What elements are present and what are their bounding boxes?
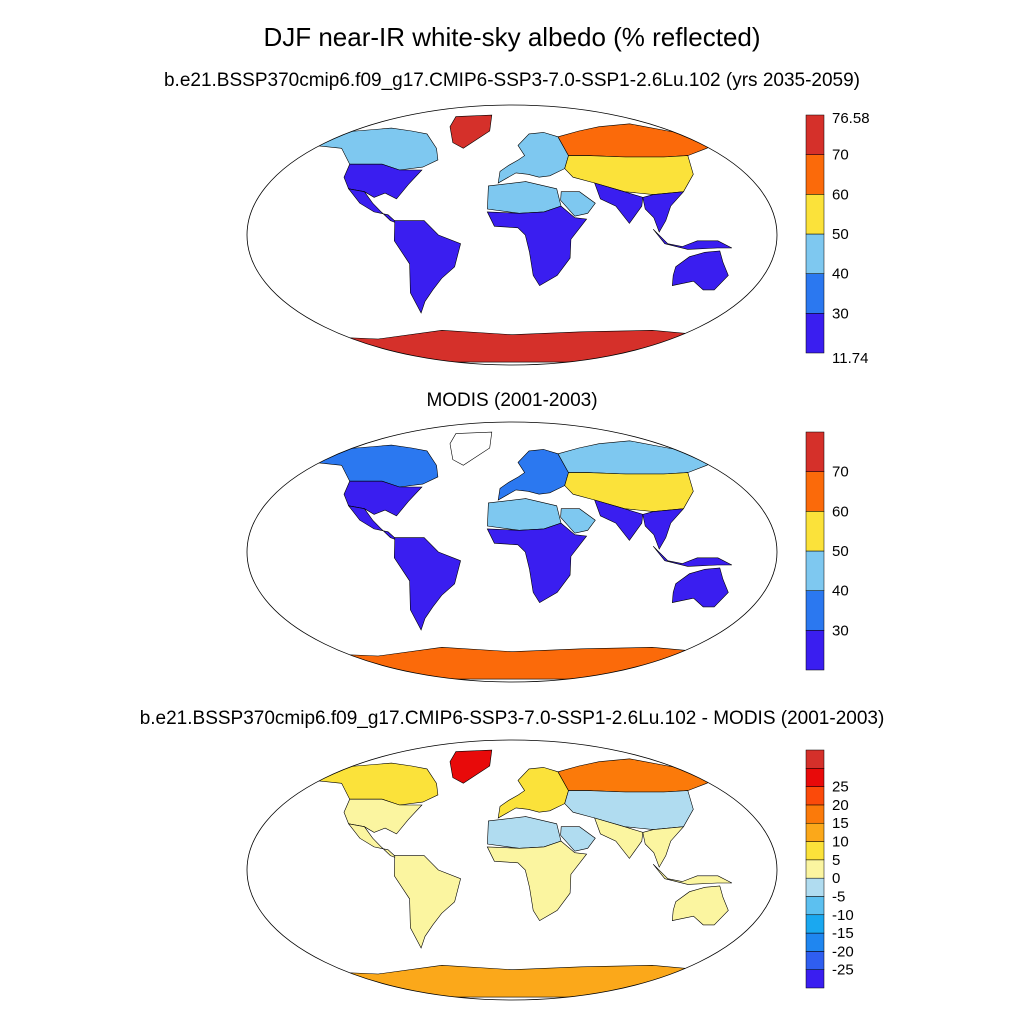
colorbar-swatch: [805, 431, 825, 472]
colorbar-swatch: [805, 233, 825, 274]
colorbar-label: 11.74: [832, 350, 868, 367]
region-greenland: [449, 749, 493, 784]
colorbar-swatch: [805, 914, 825, 934]
colorbar-swatch: [805, 511, 825, 552]
panel-3-title: b.e21.BSSP370cmip6.f09_g17.CMIP6-SSP3-7.…: [139, 708, 885, 729]
colorbar-label: 25: [832, 779, 849, 796]
colorbar-label: 40: [832, 266, 849, 283]
colorbar-swatch: [805, 154, 825, 195]
region-eastern-us: [343, 163, 423, 200]
colorbar-swatch: [805, 951, 825, 970]
region-central-africa: [486, 840, 588, 922]
region-canada: [313, 444, 439, 488]
colorbar-label: -10: [832, 907, 854, 924]
colorbar-swatch: [805, 877, 825, 897]
map-frame: [246, 104, 778, 366]
region-australia: [671, 885, 729, 926]
region-central-america: [347, 823, 398, 859]
region-antarctica: [307, 964, 717, 998]
colorbar-swatch: [805, 194, 825, 235]
colorbar-label: 15: [832, 815, 849, 832]
colorbar-label: 70: [832, 464, 849, 481]
colorbar-swatch: [805, 114, 825, 155]
colorbar-swatch: [805, 859, 825, 879]
region-south-america: [393, 537, 461, 631]
colorbar-label: 60: [832, 503, 849, 520]
colorbar-swatch: [805, 471, 825, 512]
region-greenland: [449, 114, 493, 149]
colorbar-label: 10: [832, 834, 849, 851]
region-antarctica: [307, 646, 717, 680]
colorbar-swatch: [805, 786, 825, 806]
region-indonesia: [652, 545, 733, 567]
region-europe: [497, 132, 569, 184]
colorbar-label: -20: [832, 943, 854, 960]
region-india: [594, 817, 644, 859]
colorbar-label: 40: [832, 583, 849, 600]
region-central-america: [347, 505, 398, 541]
map-panel-1: 11.74 30 40 50 60 70 76.58: [246, 104, 870, 367]
colorbar-label: 76.58: [832, 110, 870, 127]
colorbar-label: 5: [832, 852, 840, 869]
colorbar-label: 20: [832, 797, 849, 814]
colorbar-label: 30: [832, 305, 849, 322]
region-europe: [497, 767, 569, 819]
region-central-america: [347, 188, 398, 224]
colorbar-swatch: [805, 969, 825, 989]
panel-2-title: MODIS (2001-2003): [426, 390, 598, 411]
colorbar-label: -5: [832, 888, 845, 905]
region-india: [594, 182, 644, 224]
colorbar-swatch: [805, 822, 825, 842]
region-indonesia: [652, 863, 733, 885]
map-panel-2: 30 40 50 60 70: [246, 421, 849, 683]
region-arabia: [560, 826, 596, 852]
colorbar-label: 50: [832, 543, 849, 560]
map-frame: [246, 739, 778, 1001]
colorbar-label: 50: [832, 226, 849, 243]
colorbar-swatch: [805, 768, 825, 787]
panel-1-title: b.e21.BSSP370cmip6.f09_g17.CMIP6-SSP3-7.…: [163, 70, 861, 91]
colorbar-swatch: [805, 804, 825, 824]
region-arabia: [560, 191, 596, 217]
region-antarctica: [307, 329, 717, 363]
region-indonesia: [652, 228, 733, 250]
region-central-africa: [486, 522, 588, 604]
region-se-asia: [642, 508, 685, 550]
colorbar-label: -25: [832, 962, 854, 979]
colorbar-swatch: [805, 273, 825, 314]
colorbar-label: 30: [832, 622, 849, 639]
region-eastern-us: [343, 798, 423, 835]
colorbar-swatch: [805, 630, 825, 671]
colorbar-label: 60: [832, 186, 849, 203]
region-canada: [313, 127, 439, 171]
region-south-america: [393, 855, 461, 949]
colorbar-swatch: [805, 590, 825, 631]
map-frame: [246, 421, 778, 683]
colorbar-swatch: [805, 841, 825, 861]
region-eastern-us: [343, 480, 423, 517]
region-india: [594, 499, 644, 541]
region-arabia: [560, 508, 596, 534]
region-canada: [313, 762, 439, 806]
region-south-america: [393, 220, 461, 314]
colorbar-swatch: [805, 932, 825, 952]
main-title: DJF near-IR white-sky albedo (% reflecte…: [263, 22, 761, 52]
colorbar-swatch: [805, 749, 825, 769]
colorbar-label: 70: [832, 147, 849, 164]
colorbar-label: 0: [832, 870, 840, 887]
colorbar-swatch: [805, 313, 825, 354]
region-greenland: [449, 431, 493, 466]
region-se-asia: [642, 826, 685, 868]
colorbar-label: -15: [832, 925, 854, 942]
region-se-asia: [642, 191, 685, 233]
colorbar-swatch: [805, 550, 825, 591]
colorbar-swatch: [805, 896, 825, 916]
region-australia: [671, 567, 729, 608]
region-central-africa: [486, 205, 588, 287]
region-europe: [497, 449, 569, 501]
region-australia: [671, 250, 729, 291]
